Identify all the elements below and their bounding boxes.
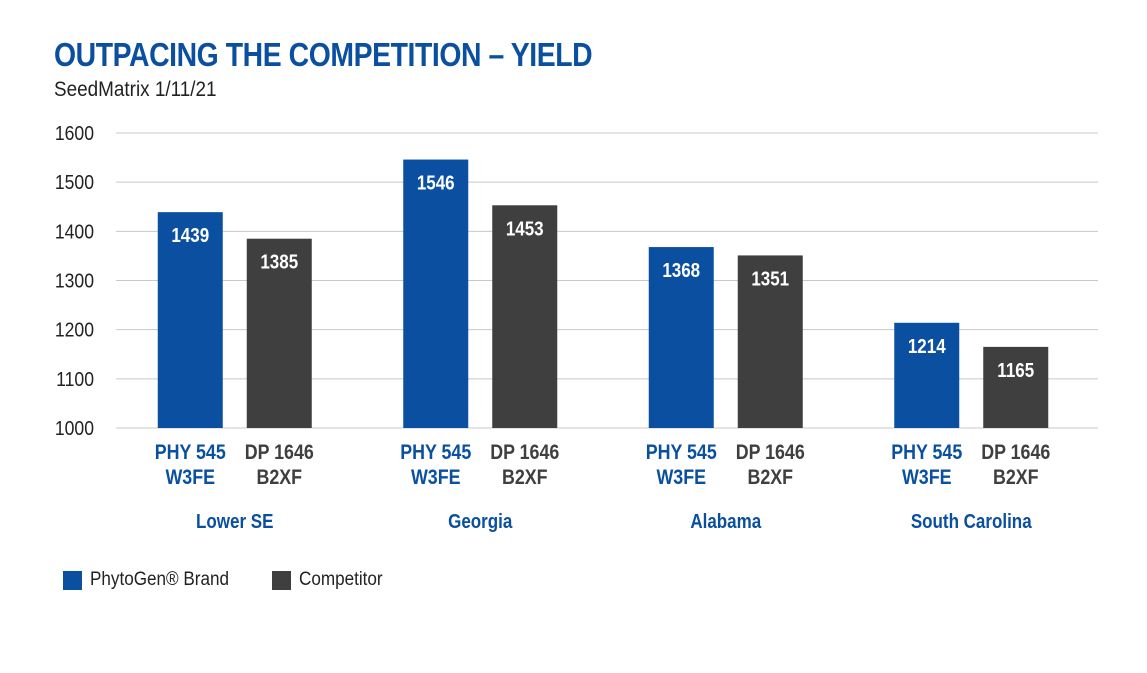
variety-label: PHY 545 — [891, 441, 962, 465]
legend-item-competitor: Competitor — [272, 569, 392, 591]
variety-label: PHY 545 — [400, 441, 471, 465]
y-tick-label: 1000 — [55, 417, 94, 439]
bar-brand — [894, 322, 960, 428]
variety-label: B2XF — [256, 466, 302, 490]
y-tick-label: 1500 — [55, 171, 94, 193]
chart-subtitle: SeedMatrix 1/11/21 — [54, 78, 217, 101]
y-tick-label: 1100 — [56, 368, 94, 390]
legend-label-competitor: Competitor — [299, 569, 384, 590]
bar-value-label: 1385 — [260, 250, 298, 273]
variety-label: W3FE — [902, 466, 952, 490]
bar-value-label: 1368 — [662, 259, 700, 282]
bar-value-label: 1439 — [171, 224, 209, 247]
variety-label: W3FE — [411, 466, 461, 490]
bar-competitor — [246, 238, 312, 428]
category-label: Georgia — [448, 510, 513, 533]
legend-item-brand: PhytoGen® Brand — [63, 569, 244, 591]
bar-value-label: 1214 — [908, 334, 946, 357]
variety-label: DP 1646 — [245, 441, 314, 465]
bar-brand — [648, 247, 714, 428]
variety-label: B2XF — [993, 466, 1039, 490]
category-label: Lower SE — [196, 510, 273, 533]
variety-label: DP 1646 — [736, 441, 805, 465]
variety-label: PHY 545 — [155, 441, 226, 465]
variety-label: W3FE — [656, 466, 706, 490]
y-tick-label: 1300 — [55, 269, 94, 291]
bar-competitor — [737, 255, 803, 428]
category-label: Alabama — [690, 510, 761, 533]
variety-label: B2XF — [502, 466, 548, 490]
variety-label: PHY 545 — [646, 441, 717, 465]
y-tick-label: 1200 — [55, 319, 94, 341]
bar-value-label: 1351 — [751, 267, 789, 290]
legend-swatch-brand — [63, 570, 82, 590]
y-tick-label: 1400 — [55, 220, 94, 242]
bar-brand — [157, 212, 223, 428]
bar-competitor — [492, 205, 558, 428]
variety-label: DP 1646 — [981, 441, 1050, 465]
bar-value-label: 1546 — [417, 171, 455, 194]
legend-swatch-competitor — [272, 570, 292, 590]
y-tick-label: 1600 — [55, 122, 94, 144]
bar-competitor — [983, 346, 1049, 428]
bar-value-label: 1453 — [506, 217, 544, 240]
legend: PhytoGen® Brand Competitor — [63, 569, 420, 591]
variety-label: W3FE — [165, 466, 215, 490]
category-label: South Carolina — [911, 510, 1032, 533]
variety-label: DP 1646 — [490, 441, 559, 465]
bar-value-label: 1165 — [997, 359, 1034, 382]
chart-title: OUTPACING THE COMPETITION – YIELD — [54, 36, 593, 73]
bars: 1439 1385 1546 1453 1368 1351 1214 1165 — [157, 159, 1049, 429]
y-axis-ticks: 1000 1100 1200 1300 1400 1500 1600 — [55, 122, 94, 439]
legend-label-brand: PhytoGen® Brand — [90, 569, 230, 590]
bar-brand — [403, 159, 469, 429]
variety-label: B2XF — [747, 466, 793, 490]
